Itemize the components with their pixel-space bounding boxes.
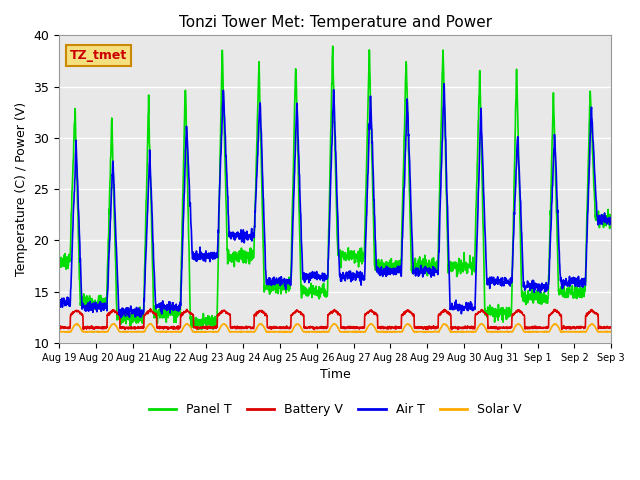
Battery V	[55, 325, 63, 331]
Line: Solar V: Solar V	[59, 324, 611, 332]
Air T	[440, 81, 448, 86]
Air T	[559, 285, 566, 291]
Solar V	[147, 321, 154, 326]
Battery V	[574, 324, 582, 330]
Battery V	[559, 325, 566, 331]
Solar V	[351, 328, 359, 334]
Air T	[117, 315, 125, 321]
Air T	[607, 215, 615, 220]
Battery V	[209, 325, 217, 331]
Air T	[209, 253, 217, 259]
Panel T	[607, 221, 615, 227]
Battery V	[364, 311, 371, 316]
Solar V	[55, 329, 63, 335]
Panel T	[496, 307, 504, 313]
Battery V	[147, 306, 154, 312]
Battery V	[448, 327, 456, 333]
Line: Battery V: Battery V	[59, 309, 611, 330]
Solar V	[496, 329, 504, 335]
X-axis label: Time: Time	[320, 368, 351, 381]
Panel T	[559, 284, 566, 289]
Air T	[364, 188, 371, 194]
Solar V	[559, 329, 566, 335]
Battery V	[351, 324, 359, 330]
Air T	[574, 279, 582, 285]
Legend: Panel T, Battery V, Air T, Solar V: Panel T, Battery V, Air T, Solar V	[144, 398, 527, 421]
Line: Panel T: Panel T	[59, 46, 611, 329]
Solar V	[574, 329, 582, 335]
Battery V	[607, 325, 615, 331]
Title: Tonzi Tower Met: Temperature and Power: Tonzi Tower Met: Temperature and Power	[179, 15, 492, 30]
Solar V	[364, 324, 371, 330]
Air T	[496, 277, 504, 283]
Line: Air T: Air T	[59, 84, 611, 318]
Panel T	[329, 43, 337, 49]
Panel T	[574, 288, 582, 294]
Text: TZ_tmet: TZ_tmet	[70, 49, 127, 62]
Battery V	[496, 325, 504, 331]
Y-axis label: Temperature (C) / Power (V): Temperature (C) / Power (V)	[15, 102, 28, 276]
Panel T	[55, 252, 63, 258]
Solar V	[305, 329, 313, 335]
Panel T	[198, 326, 205, 332]
Solar V	[209, 329, 217, 335]
Panel T	[364, 122, 371, 128]
Air T	[55, 297, 63, 302]
Panel T	[209, 326, 217, 332]
Panel T	[351, 259, 359, 265]
Air T	[351, 272, 359, 278]
Solar V	[607, 329, 615, 335]
